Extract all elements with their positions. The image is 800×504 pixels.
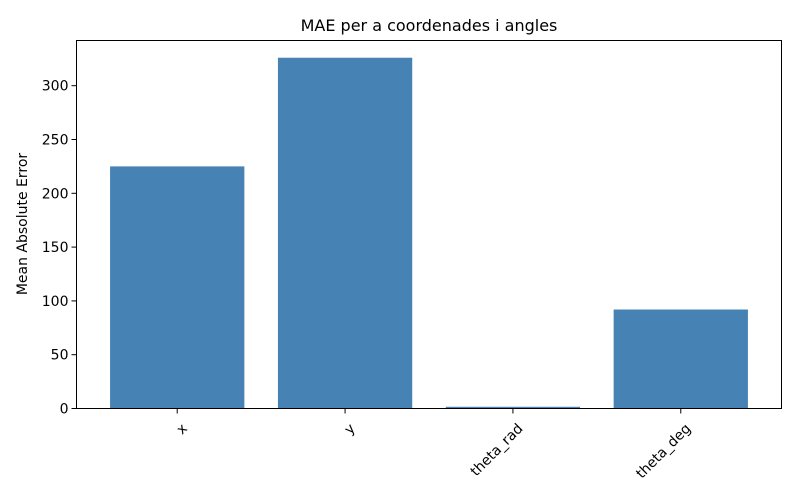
y-tick-label: 100 <box>42 294 69 310</box>
x-tick-label-x: x <box>174 421 191 438</box>
y-tick-label: 200 <box>42 186 69 202</box>
bars-layer <box>110 57 748 409</box>
y-tick-label: 300 <box>42 79 69 95</box>
x-tick-label-theta_rad: theta_rad <box>468 421 527 480</box>
y-tick-label: 250 <box>42 132 69 148</box>
plot-frame <box>76 40 782 409</box>
bar-x <box>110 166 245 409</box>
chart-title: MAE per a coordenades i angles <box>301 16 558 35</box>
x-tick-label-y: y <box>342 421 359 438</box>
y-tick-label: 50 <box>51 348 69 364</box>
bar-theta_rad <box>445 406 581 409</box>
y-axis-label: Mean Absolute Error <box>15 153 31 296</box>
bar-y <box>277 57 413 409</box>
y-tick-label: 150 <box>42 240 69 256</box>
y-axis-ticks: 0 50 100 150 200 250 300 <box>42 79 77 418</box>
x-tick-label-theta_deg: theta_deg <box>633 421 694 482</box>
bar-theta_deg <box>613 309 748 409</box>
x-axis-ticks: x y theta_rad theta_deg <box>174 408 694 482</box>
y-tick-label: 0 <box>60 402 69 418</box>
